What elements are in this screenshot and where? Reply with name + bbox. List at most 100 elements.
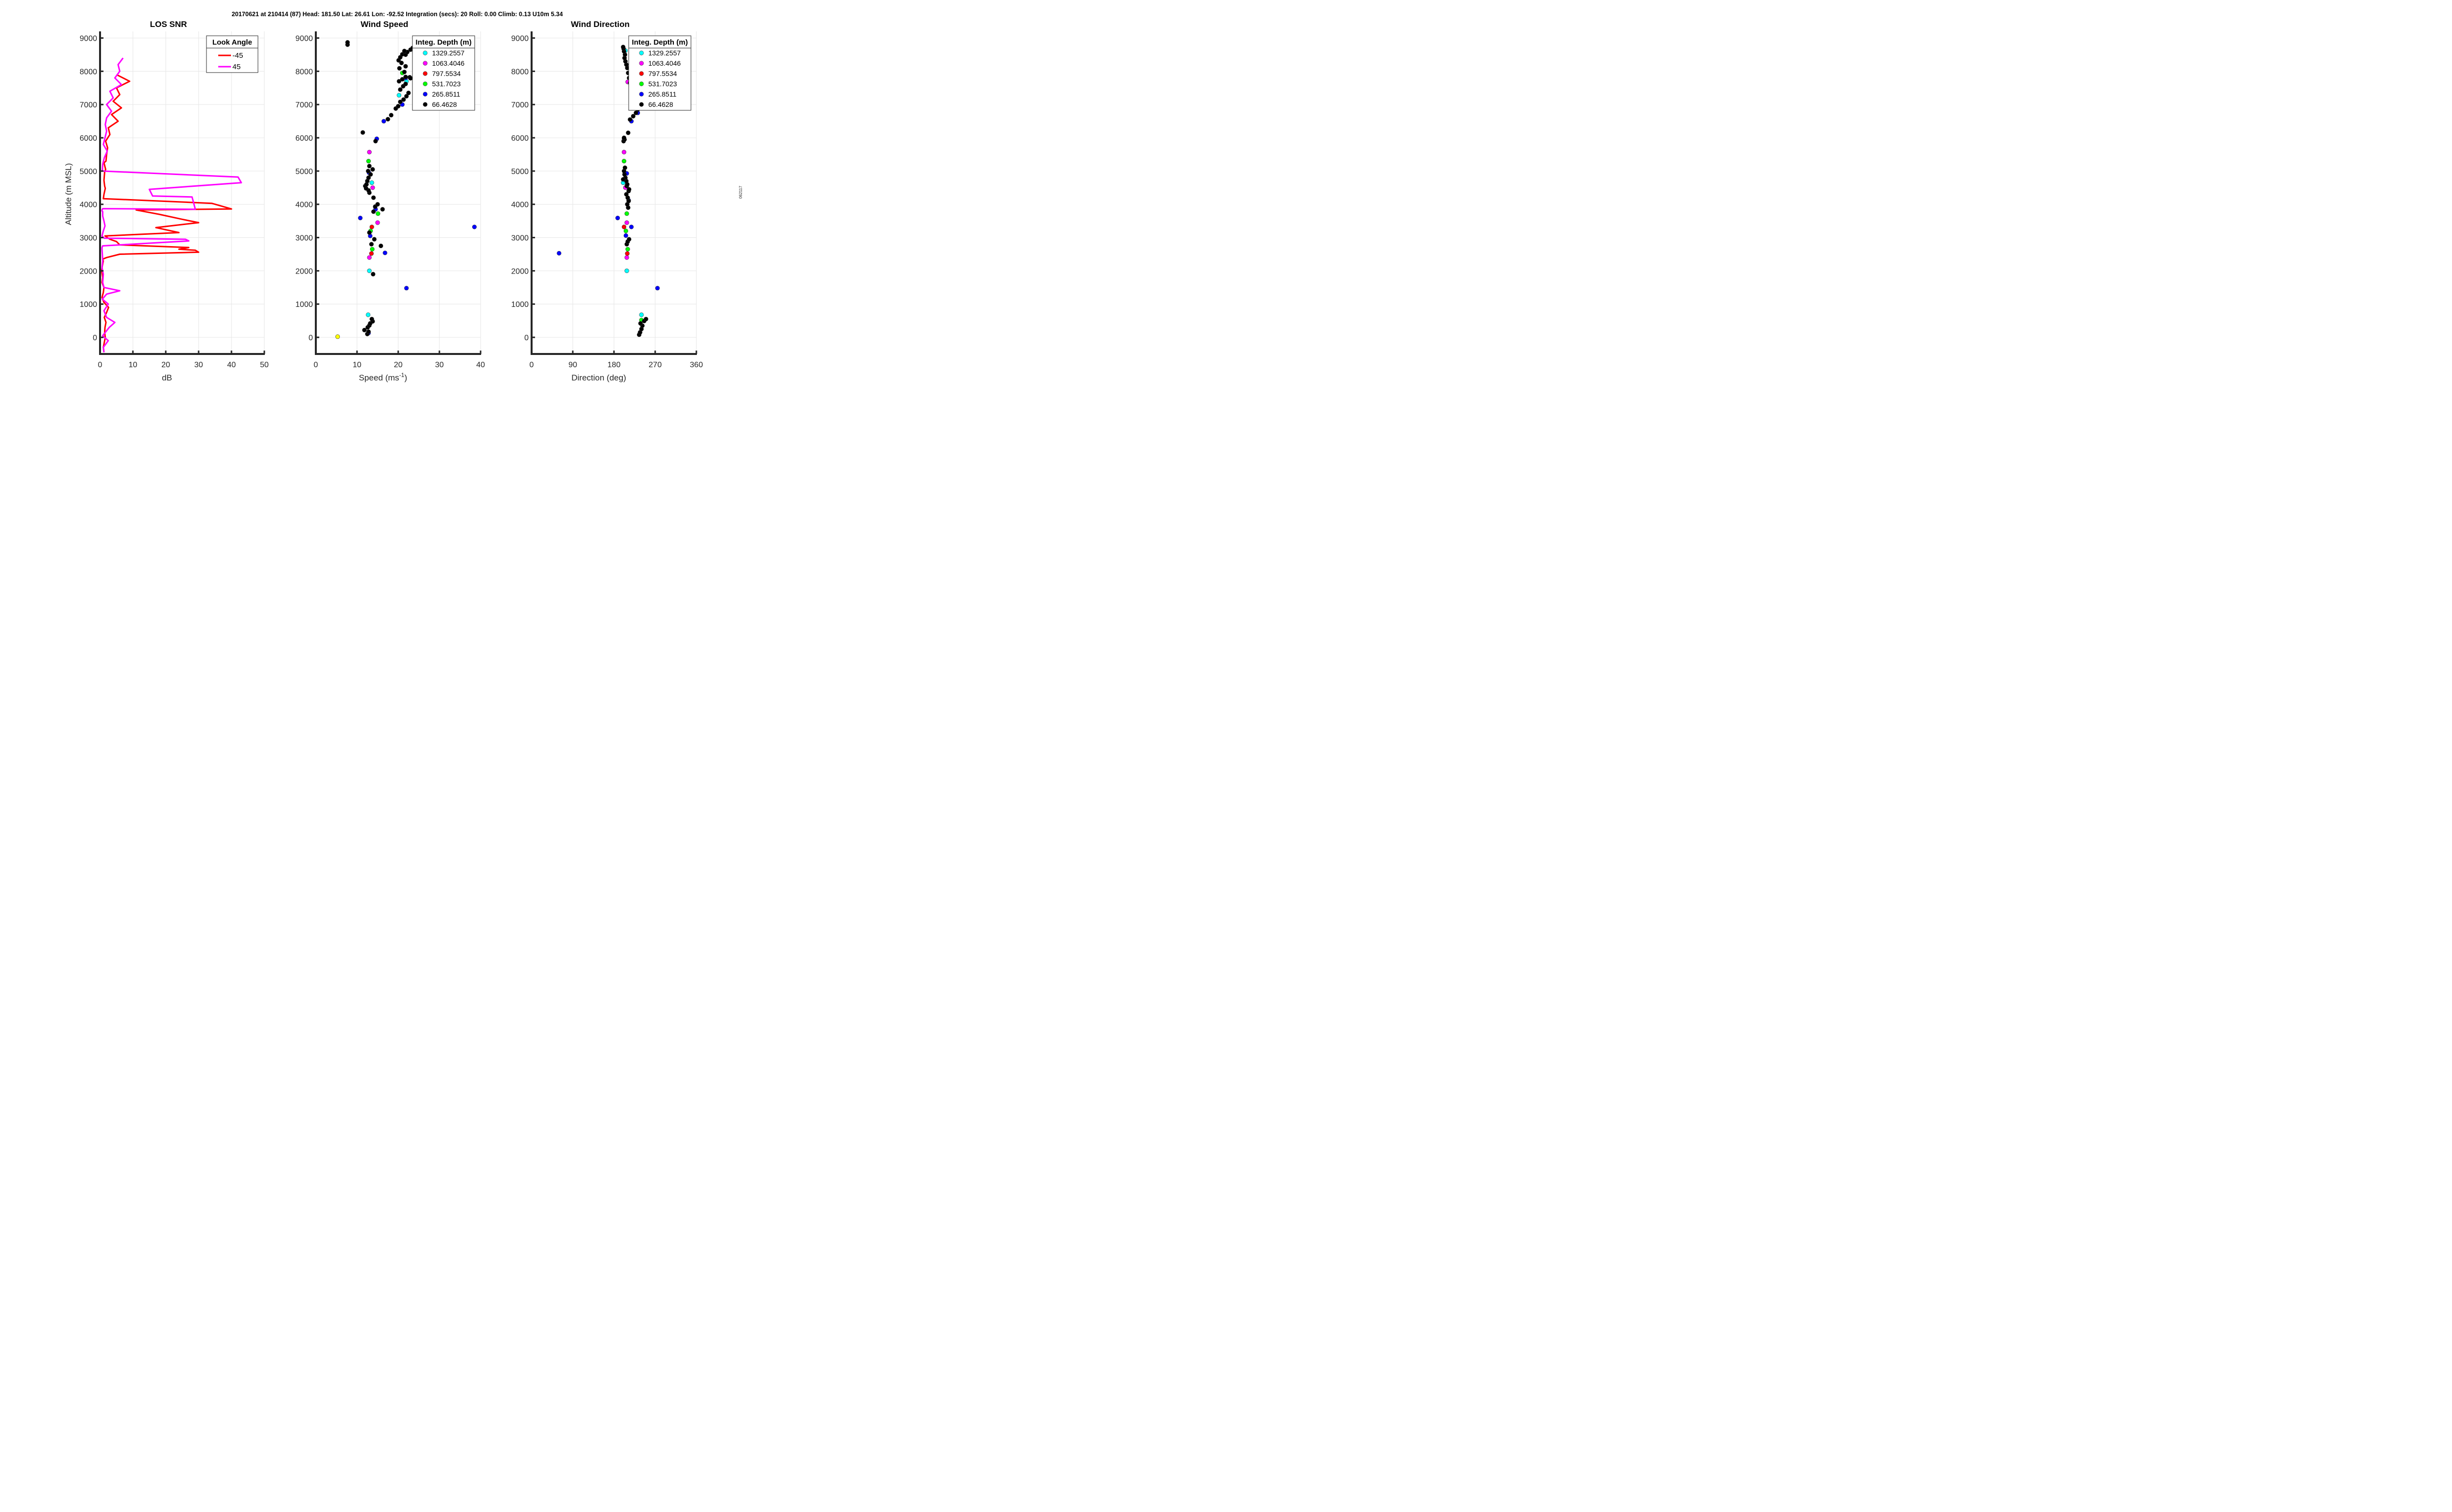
wind-speed-point-265-8511-5 <box>358 216 363 221</box>
los-snr-title: LOS SNR <box>150 20 187 29</box>
wind-speed-legend: Integ. Depth (m) 1329.2557 1063.4046 797.55… <box>412 35 475 111</box>
wind-speed-legend-swatch-3 <box>423 81 428 86</box>
wind-direction-ytick-label-8: 8000 <box>511 68 529 76</box>
los-snr-ytick-label-4: 4000 <box>79 201 97 209</box>
wind-direction-legend-swatch-4 <box>639 92 644 97</box>
wind-speed-panel: 0 10 20 30 40 0 1000 2000 3000 4000 5000 6000 7000 80… <box>295 20 485 382</box>
wind-direction-point-66-4628-29 <box>628 117 633 122</box>
wind-direction-point-265-8511-4 <box>629 225 634 229</box>
wind-speed-point-1063-4046-1 <box>375 220 380 225</box>
wind-direction-panel: 0 90 180 270 360 0 1000 2000 3000 4000 5000 6000 700… <box>511 20 703 382</box>
wind-speed-point-66-4628-47 <box>402 70 407 75</box>
wind-direction-legend: Integ. Depth (m) 1329.2557 1063.4046 797.55… <box>628 35 691 111</box>
los-snr-ytick-label-9: 9000 <box>79 35 97 43</box>
wind-direction-point-531-7023-4 <box>621 159 627 164</box>
wind-speed-xtick-label-1: 10 <box>353 361 361 369</box>
wind-speed-legend-label-4: 265.8511 <box>432 90 460 98</box>
wind-speed-ytick-label-3: 3000 <box>295 234 313 243</box>
wind-speed-legend-swatch-0 <box>423 50 428 55</box>
wind-direction-point-265-8511-1 <box>655 286 660 291</box>
wind-direction-ytick-label-7: 7000 <box>511 101 529 109</box>
wind-direction-point-1063-4046-3 <box>621 150 627 154</box>
wind-direction-ytick-label-1: 1000 <box>511 301 529 309</box>
wind-speed-point-66-4628-41 <box>403 81 408 86</box>
wind-speed-ytick-label-1: 1000 <box>295 301 313 309</box>
wind-speed-point-66-4628-60 <box>345 40 350 45</box>
los-snr-series-neg45-line <box>101 74 232 353</box>
los-snr-ytick-label-8: 8000 <box>79 68 97 76</box>
wind-direction-point-66-4628-4 <box>638 321 643 326</box>
wind-speed-legend-label-5: 66.4628 <box>432 101 457 108</box>
wind-direction-point-66-4628-9 <box>627 237 632 242</box>
wind-speed-point-1329-2557-0 <box>366 312 371 317</box>
los-snr-xtick-label-5: 50 <box>260 361 269 369</box>
wind-speed-legend-label-1: 1063.4046 <box>432 59 464 67</box>
wind-speed-point-surface-0 <box>335 334 340 339</box>
wind-direction-point-265-8511-3 <box>623 233 628 238</box>
wind-speed-point-66-4628-44 <box>403 75 408 79</box>
wind-speed-point-66-4628-29 <box>373 139 378 144</box>
wind-speed-point-66-4628-50 <box>399 60 404 65</box>
los-snr-legend-title: Look Angle <box>212 38 252 47</box>
los-snr-legend-box <box>206 35 258 73</box>
wind-speed-point-66-4628-49 <box>403 64 408 69</box>
wind-direction-point-66-4628-28 <box>626 130 631 135</box>
wind-speed-point-265-8511-1 <box>404 286 409 291</box>
wind-direction-point-66-4628-14 <box>624 192 629 197</box>
wind-speed-ytick-label-4: 4000 <box>295 201 313 209</box>
wind-speed-legend-swatch-5 <box>423 102 428 107</box>
wind-speed-point-66-4628-10 <box>369 242 374 247</box>
wind-direction-point-797-5534-0 <box>625 251 630 256</box>
wind-speed-point-797-5534-1 <box>369 225 374 229</box>
wind-speed-point-66-4628-32 <box>389 113 394 118</box>
wind-speed-point-66-4628-48 <box>397 66 402 71</box>
wind-speed-point-531-7023-2 <box>376 211 381 216</box>
wind-direction-point-1063-4046-1 <box>624 220 629 225</box>
wind-speed-point-1329-2557-1 <box>367 268 372 274</box>
wind-direction-legend-swatch-0 <box>639 50 644 55</box>
wind-direction-point-66-4628-23 <box>622 165 627 170</box>
wind-speed-point-265-8511-9 <box>381 119 386 124</box>
wind-direction-ytick-label-3: 3000 <box>511 234 529 243</box>
wind-speed-legend-swatch-4 <box>423 92 428 97</box>
wind-speed-legend-title: Integ. Depth (m) <box>415 38 471 47</box>
wind-speed-point-531-7023-3 <box>366 159 371 164</box>
wind-speed-xtick-label-0: 0 <box>314 361 318 369</box>
wind-speed-point-66-4628-25 <box>368 172 373 177</box>
wind-direction-point-797-5534-1 <box>621 225 627 229</box>
los-snr-y-label: Altitude (m MSL) <box>64 163 73 226</box>
wind-direction-ytick-label-6: 6000 <box>511 134 529 143</box>
wind-direction-legend-label-0: 1329.2557 <box>648 49 681 57</box>
wind-speed-point-66-4628-39 <box>398 87 403 92</box>
wind-speed-legend-swatch-1 <box>423 61 428 66</box>
wind-speed-ytick-label-6: 6000 <box>295 134 313 143</box>
wind-direction-legend-label-2: 797.5534 <box>648 70 677 77</box>
wind-direction-point-1329-2557-1 <box>624 268 629 274</box>
wind-direction-point-66-4628-27 <box>621 135 627 140</box>
wind-speed-point-66-4628-35 <box>398 100 403 104</box>
los-snr-ytick-label-3: 3000 <box>79 234 97 243</box>
wind-direction-legend-swatch-2 <box>639 71 644 76</box>
wind-direction-xtick-label-3: 270 <box>649 361 662 369</box>
wind-speed-point-66-4628-37 <box>404 94 409 99</box>
wind-speed-legend-swatch-2 <box>423 71 428 76</box>
wind-speed-point-66-4628-36 <box>401 97 406 102</box>
los-snr-xtick-label-2: 20 <box>161 361 170 369</box>
wind-speed-ytick-label-2: 2000 <box>295 267 313 276</box>
wind-direction-point-531-7023-1 <box>625 247 630 252</box>
wind-speed-legend-label-3: 531.7023 <box>432 80 461 88</box>
wind-direction-point-265-8511-5 <box>615 216 620 221</box>
wind-speed-legend-label-2: 797.5534 <box>432 70 461 77</box>
wind-direction-point-1329-2557-0 <box>639 312 644 317</box>
los-snr-xtick-label-1: 10 <box>128 361 137 369</box>
wind-speed-ytick-label-8: 8000 <box>295 68 313 76</box>
wind-speed-xtick-label-4: 40 <box>476 361 485 369</box>
los-snr-ytick-label-1: 1000 <box>79 301 97 309</box>
wind-speed-point-66-4628-24 <box>366 175 371 180</box>
wind-direction-point-531-7023-2 <box>623 228 628 233</box>
wind-direction-point-66-4628-6 <box>643 317 648 322</box>
los-snr-series-pos45-line <box>101 57 242 353</box>
wind-direction-ytick-label-4: 4000 <box>511 201 529 209</box>
wind-speed-point-1063-4046-3 <box>367 150 372 154</box>
wind-speed-xtick-label-3: 30 <box>435 361 444 369</box>
